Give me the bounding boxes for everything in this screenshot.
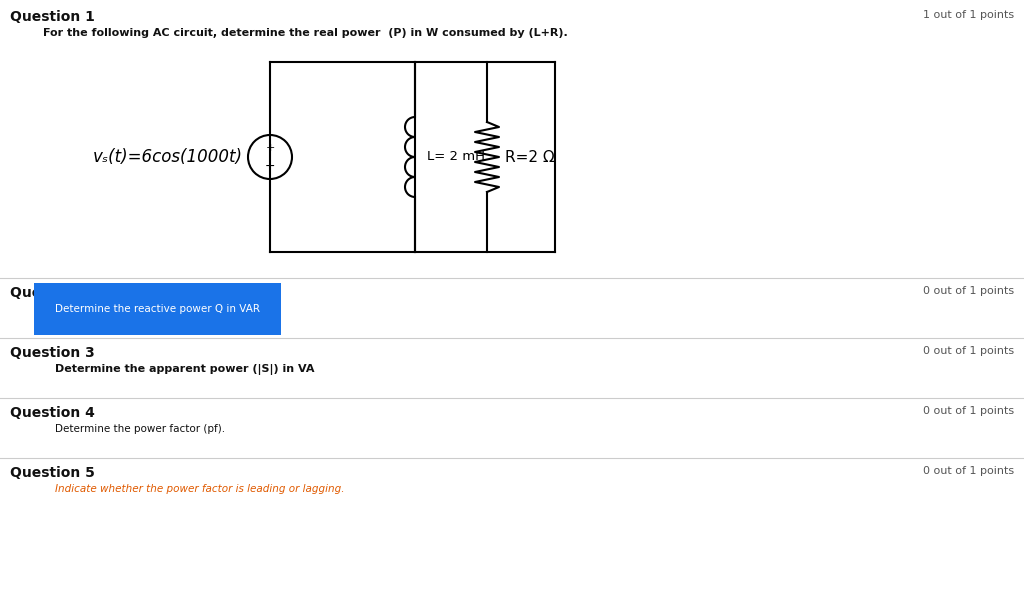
Text: Question 1: Question 1 — [10, 10, 95, 24]
Text: 0 out of 1 points: 0 out of 1 points — [923, 466, 1014, 476]
Text: For the following AC circuit, determine the real power  (P) in W consumed by (L+: For the following AC circuit, determine … — [43, 28, 567, 38]
Text: vₛ(t)=6cos(1000t): vₛ(t)=6cos(1000t) — [93, 148, 243, 166]
Text: 0 out of 1 points: 0 out of 1 points — [923, 406, 1014, 416]
Text: R=2 Ω: R=2 Ω — [505, 150, 555, 164]
Text: −: − — [265, 160, 275, 172]
Text: 0 out of 1 points: 0 out of 1 points — [923, 286, 1014, 296]
Text: Determine the power factor (pf).: Determine the power factor (pf). — [55, 424, 225, 434]
Text: L= 2 mH: L= 2 mH — [427, 151, 485, 163]
Text: Question 3: Question 3 — [10, 346, 95, 360]
Text: 1 out of 1 points: 1 out of 1 points — [923, 10, 1014, 20]
Text: +: + — [265, 143, 274, 153]
Text: 0 out of 1 points: 0 out of 1 points — [923, 346, 1014, 356]
Text: Question 4: Question 4 — [10, 406, 95, 420]
Text: Determine the reactive power Q in VAR: Determine the reactive power Q in VAR — [55, 304, 260, 314]
Text: Question 5: Question 5 — [10, 466, 95, 480]
Text: Determine the apparent power (|S|) in VA: Determine the apparent power (|S|) in VA — [55, 364, 314, 375]
Text: Question 2: Question 2 — [10, 286, 95, 300]
Text: Indicate whether the power factor is leading or lagging.: Indicate whether the power factor is lea… — [55, 484, 344, 494]
